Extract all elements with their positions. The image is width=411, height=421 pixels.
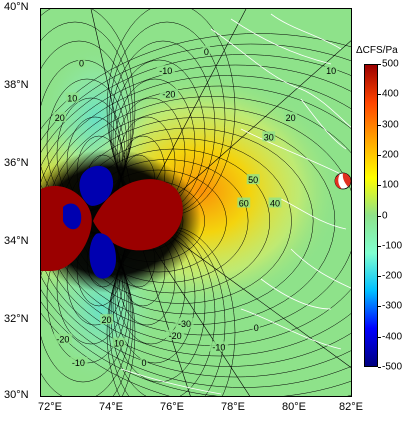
contour-label: 60: [239, 199, 249, 209]
colorbar-tick-label: -500: [382, 361, 403, 373]
colorbar-tick-mark: [378, 367, 381, 368]
contour-label-bg: [246, 174, 260, 185]
lon-label-76e: 76°E: [160, 401, 184, 413]
contour-label-bg: [77, 57, 86, 68]
contour-line: [41, 64, 351, 378]
contour-label-bg: [156, 65, 175, 76]
contour-label: -10: [212, 342, 225, 352]
colorbar-tick-label: -400: [382, 331, 403, 343]
colorbar-tick-mark: [378, 215, 381, 217]
colorbar-tick-mark: [378, 276, 381, 278]
contour-label-bg: [53, 111, 67, 122]
contour-label: 20: [55, 113, 65, 123]
blue-lobe-small: [63, 203, 82, 230]
colorbar-tick-label: 200: [382, 149, 399, 161]
lon-label-80e: 80°E: [282, 401, 306, 413]
red-lobe-east: [93, 179, 183, 251]
colorbar-tick-mark: [378, 306, 381, 308]
contour-label-bg: [159, 88, 179, 99]
contour-label-bg: [53, 333, 72, 344]
contour-label: 40: [270, 199, 280, 209]
contour-label-bg: [252, 321, 260, 332]
lon-label-72e: 72°E: [38, 401, 62, 413]
contour-label: -10: [159, 66, 172, 76]
lon-label-74e: 74°E: [99, 401, 123, 413]
blue-lobe-south: [89, 233, 116, 279]
contour-label: 0: [141, 358, 146, 368]
focal-mechanism-beachball: [334, 172, 351, 190]
fault-traces: [120, 13, 351, 395]
contour-label-bg: [284, 111, 297, 122]
contour-label-bg: [100, 314, 113, 325]
lat-label-36n: 36°N: [4, 157, 29, 169]
colorbar-tick-mark: [378, 245, 381, 247]
contour-line: [41, 75, 351, 367]
contour-label: -10: [72, 358, 85, 368]
contour-label: 10: [114, 339, 124, 349]
contour-label-bg: [237, 197, 251, 208]
colorbar-tick-label: -100: [382, 240, 403, 252]
contour-label: 50: [248, 175, 258, 185]
red-lobe-west: [41, 185, 92, 271]
colorbar: [364, 64, 378, 367]
contour-label: -20: [169, 331, 182, 341]
colorbar-tick-mark: [378, 185, 381, 187]
contour-line: [41, 33, 351, 396]
colorbar-tick-mark: [378, 336, 381, 338]
colorbar-tick-mark: [378, 154, 381, 156]
colorbar-tick-label: 0: [382, 210, 388, 221]
contour-label-bg: [65, 92, 79, 103]
contour-label: 20: [286, 113, 296, 123]
colorbar-tick-label: 100: [382, 179, 399, 191]
contour-label-bg: [175, 318, 194, 329]
contour-label: 10: [67, 93, 77, 103]
lon-label-82e: 82°E: [339, 401, 363, 413]
contour-label-bg: [262, 131, 276, 142]
colorbar-tick-label: -300: [382, 300, 403, 312]
colorbar-tick-label: 400: [382, 88, 399, 100]
lat-label-38n: 38°N: [4, 79, 29, 91]
contour-label: 10: [326, 66, 336, 76]
lat-label-34n: 34°N: [4, 235, 29, 247]
contour-label-bg: [112, 337, 126, 348]
contour-label-bg: [209, 341, 228, 352]
contour-line: [41, 85, 351, 357]
colorbar-tick-mark: [378, 124, 381, 126]
contour-label: -20: [56, 335, 69, 345]
contour-label: 0: [254, 323, 259, 333]
contour-label-bg: [268, 197, 282, 208]
lat-label-32n: 32°N: [4, 313, 29, 325]
contour-label-bg: [69, 356, 88, 367]
colorbar-tick-label: -200: [382, 270, 403, 282]
contour-label: 20: [102, 315, 112, 325]
contour-line: [41, 54, 351, 388]
contour-label-bg: [166, 329, 185, 340]
colorbar-tick-mark: [378, 64, 381, 65]
contour-label-bg: [324, 65, 338, 76]
coulomb-stress-map: 0 10 20 -10 -20 0 10 20 30 50 60 40 -30 -20 -10 0 0 20 10-…: [40, 8, 352, 397]
contour-label: -30: [178, 319, 191, 329]
colorbar-tick-label: 500: [382, 58, 399, 70]
contour-label: -20: [162, 90, 175, 100]
contour-label: 0: [79, 58, 84, 68]
lat-label-30n: 30°N: [4, 389, 29, 401]
colorbar-tick-mark: [378, 94, 381, 96]
contour-label: 0: [204, 47, 209, 57]
nodal-contour-line: [160, 40, 351, 210]
nodal-contour-line: [160, 228, 351, 368]
colorbar-title: ΔCFS/Pa: [356, 45, 398, 56]
lat-label-40n: 40°N: [4, 1, 29, 13]
contour-line: [41, 43, 351, 396]
lon-label-78e: 78°E: [221, 401, 245, 413]
colorbar-tick-label: 300: [382, 119, 399, 131]
contour-label-bg: [202, 45, 211, 56]
blue-lobe-north: [79, 165, 114, 206]
contour-label: 30: [264, 132, 274, 142]
contour-label-bg: [140, 356, 148, 367]
